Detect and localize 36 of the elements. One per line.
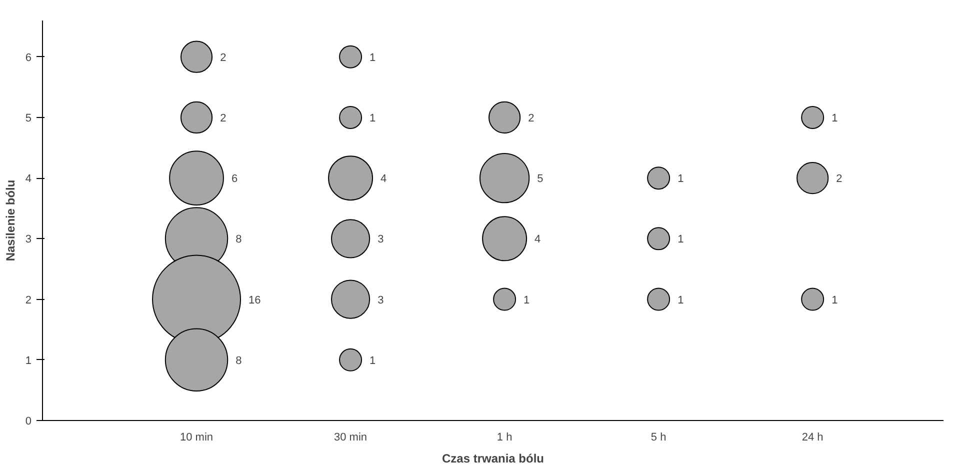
data-label: 6 bbox=[231, 173, 238, 186]
x-tick-label: 24 h bbox=[802, 432, 824, 444]
data-label: 2 bbox=[528, 112, 534, 124]
y-tick-label: 3 bbox=[25, 234, 32, 246]
x-axis-title: Czas trwania bólu bbox=[442, 452, 544, 466]
y-tick-label: 5 bbox=[25, 112, 32, 124]
data-label: 1 bbox=[524, 294, 530, 306]
y-tick-label: 1 bbox=[25, 354, 32, 367]
data-label: 2 bbox=[836, 173, 842, 186]
data-label: 16 bbox=[248, 294, 261, 306]
data-label: 1 bbox=[370, 354, 376, 367]
x-tick-label: 30 min bbox=[334, 432, 368, 444]
data-label: 1 bbox=[370, 112, 376, 124]
y-tick-label: 4 bbox=[25, 173, 32, 186]
data-label: 4 bbox=[380, 173, 387, 186]
data-label: 4 bbox=[534, 234, 541, 246]
y-tick-label: 2 bbox=[25, 294, 32, 306]
data-label: 2 bbox=[220, 112, 226, 124]
y-axis-title: Nasilenie bólu bbox=[3, 180, 18, 262]
y-tick-label: 0 bbox=[25, 416, 32, 428]
x-tick-label: 5 h bbox=[650, 432, 666, 444]
x-tick-label: 10 min bbox=[180, 432, 214, 444]
data-label: 2 bbox=[220, 52, 226, 64]
data-label: 8 bbox=[236, 234, 242, 246]
data-label: 8 bbox=[236, 354, 242, 367]
data-label: 1 bbox=[678, 294, 684, 306]
data-label: 3 bbox=[378, 234, 384, 246]
data-label: 5 bbox=[537, 173, 544, 186]
data-label: 1 bbox=[370, 52, 376, 64]
data-label: 3 bbox=[378, 294, 384, 306]
data-label: 1 bbox=[832, 112, 838, 124]
data-label: 1 bbox=[678, 234, 684, 246]
x-tick-label: 1 h bbox=[496, 432, 512, 444]
data-label: 1 bbox=[678, 173, 684, 186]
y-tick-label: 6 bbox=[25, 52, 32, 64]
data-label: 1 bbox=[832, 294, 838, 306]
